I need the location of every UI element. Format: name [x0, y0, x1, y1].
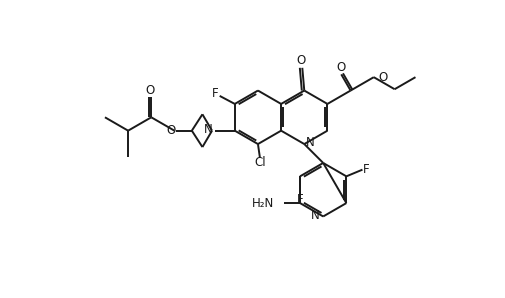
- Text: O: O: [145, 84, 155, 97]
- Text: N: N: [204, 123, 213, 136]
- Text: Cl: Cl: [254, 156, 265, 169]
- Text: H₂N: H₂N: [251, 197, 273, 209]
- Text: F: F: [211, 87, 218, 100]
- Text: O: O: [336, 61, 345, 74]
- Text: O: O: [296, 54, 306, 67]
- Text: F: F: [363, 163, 369, 176]
- Text: O: O: [378, 71, 387, 84]
- Text: N: N: [306, 136, 315, 149]
- Text: F: F: [296, 193, 302, 206]
- Text: N: N: [310, 209, 319, 222]
- Text: O: O: [167, 124, 176, 137]
